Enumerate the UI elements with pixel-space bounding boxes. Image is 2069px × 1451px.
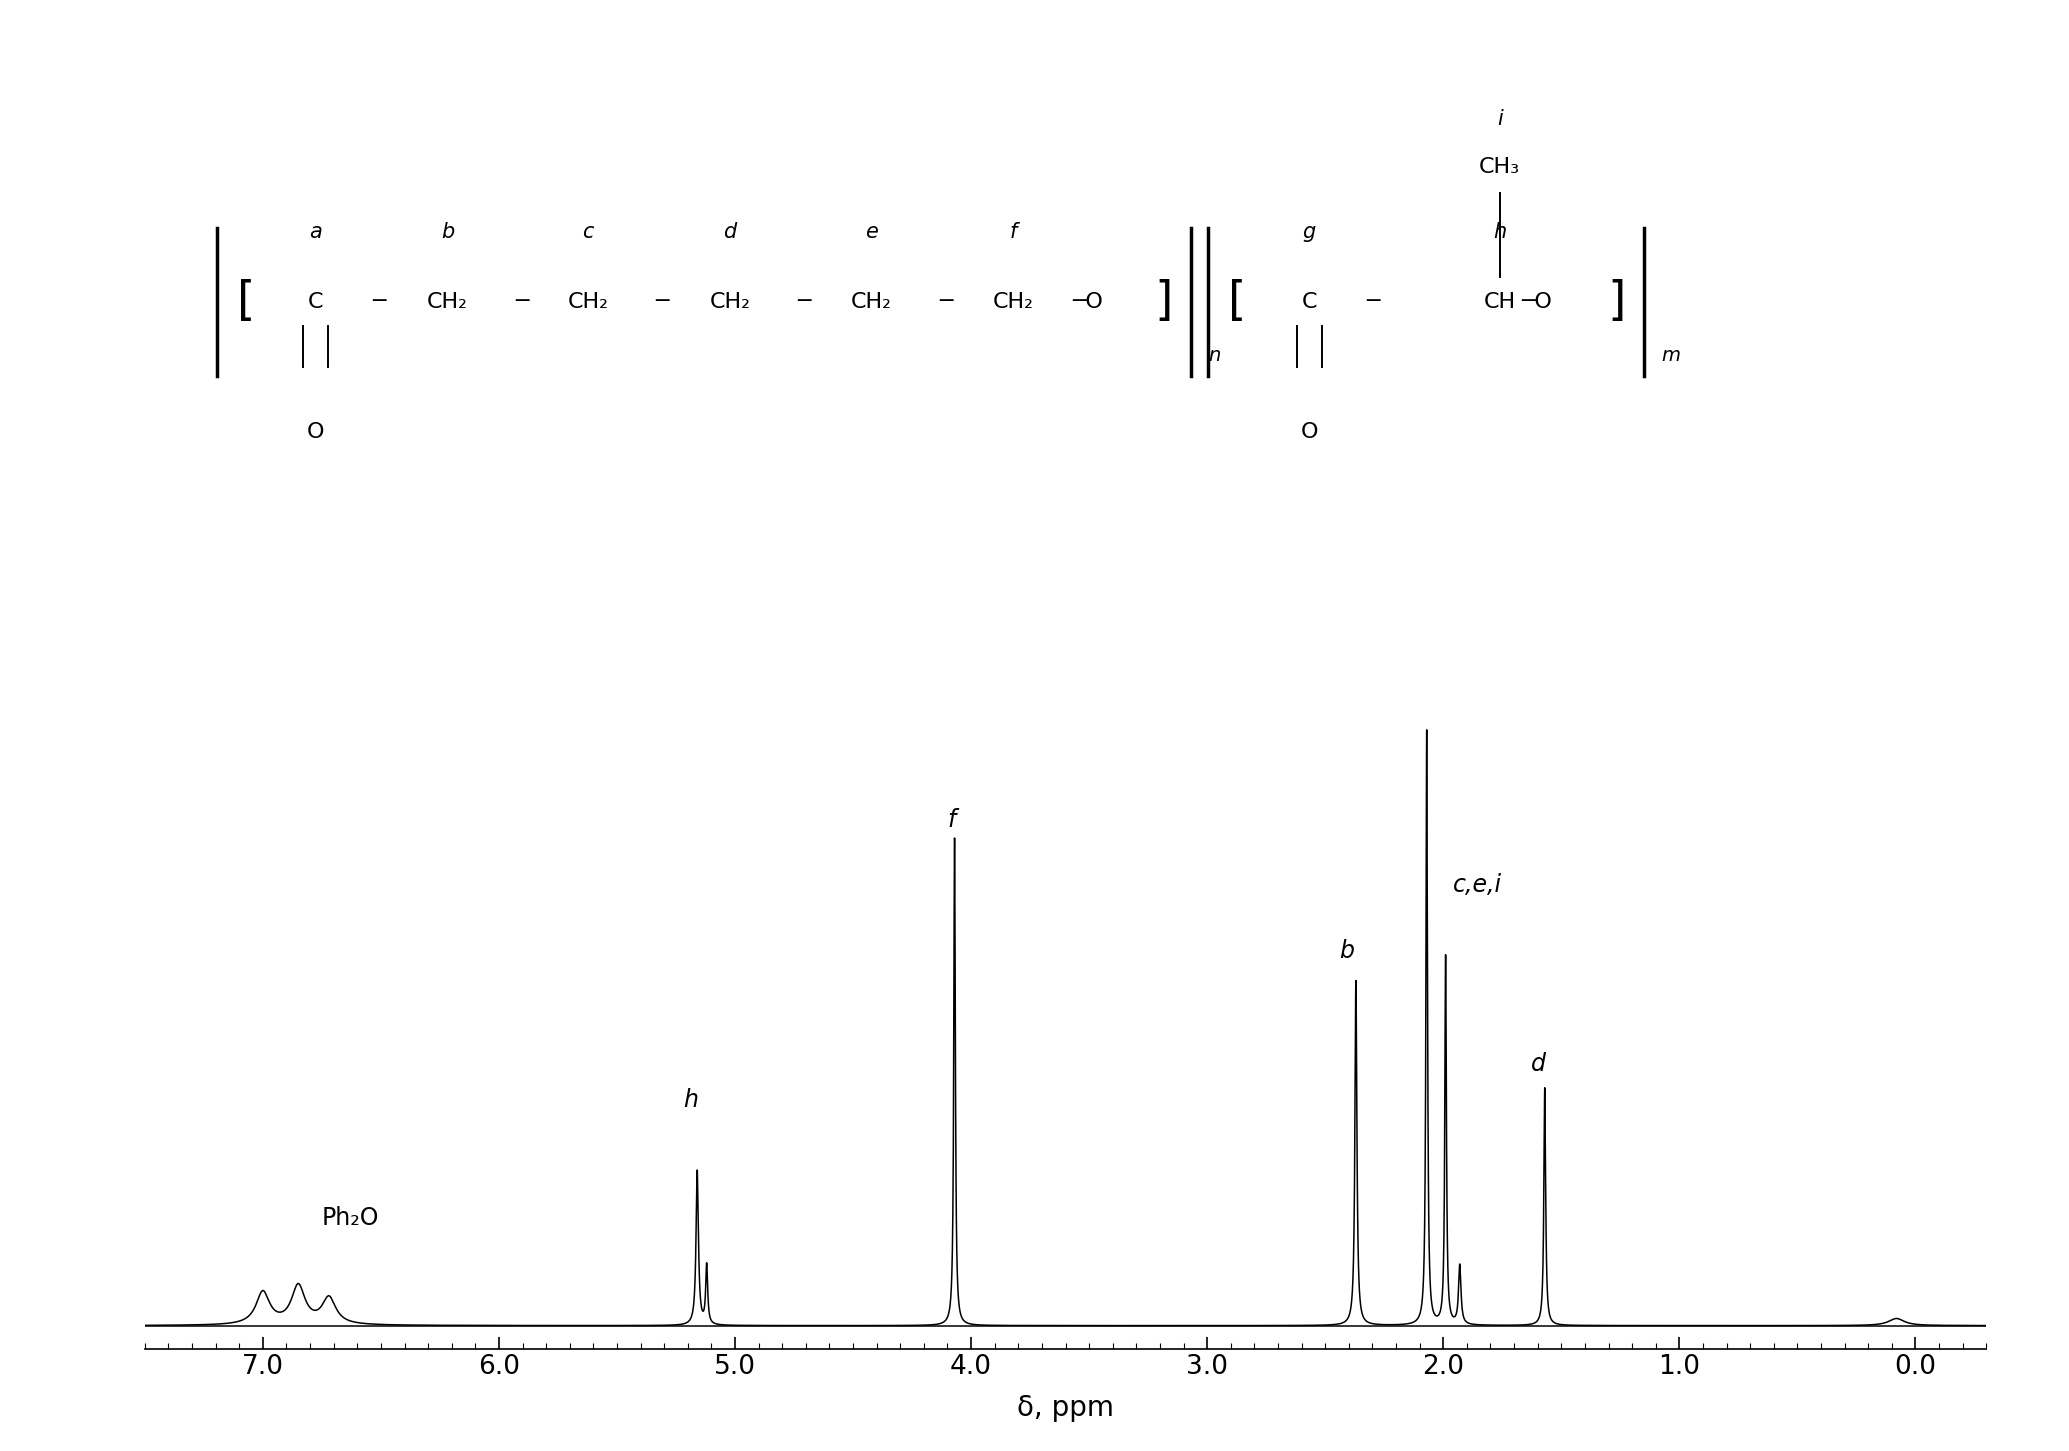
Text: CH₂: CH₂ xyxy=(567,292,608,312)
Text: CH₂: CH₂ xyxy=(426,292,468,312)
Text: f: f xyxy=(948,808,956,831)
Text: Ph₂O: Ph₂O xyxy=(323,1206,379,1230)
Text: CH₂: CH₂ xyxy=(710,292,751,312)
Text: d: d xyxy=(1531,1052,1546,1075)
Text: c: c xyxy=(583,222,594,242)
Text: ]: ] xyxy=(1155,279,1173,325)
Text: ─: ─ xyxy=(656,292,668,312)
Text: CH₃: CH₃ xyxy=(1479,157,1521,177)
Text: ]: ] xyxy=(1608,279,1626,325)
Text: ─: ─ xyxy=(797,292,811,312)
Text: c,e,i: c,e,i xyxy=(1452,874,1502,898)
Text: ─O: ─O xyxy=(1521,292,1552,312)
Text: m: m xyxy=(1661,347,1680,366)
Text: ─: ─ xyxy=(939,292,952,312)
Text: d: d xyxy=(724,222,737,242)
Text: i: i xyxy=(1496,109,1502,129)
Text: ─: ─ xyxy=(372,292,385,312)
Text: CH₂: CH₂ xyxy=(993,292,1034,312)
Text: h: h xyxy=(683,1088,697,1111)
Text: b: b xyxy=(1339,939,1355,963)
Text: ─: ─ xyxy=(1366,292,1380,312)
Text: C: C xyxy=(1301,292,1318,312)
X-axis label: δ, ppm: δ, ppm xyxy=(1018,1394,1113,1422)
Text: h: h xyxy=(1494,222,1506,242)
Text: b: b xyxy=(441,222,455,242)
Text: CH: CH xyxy=(1483,292,1517,312)
Text: n: n xyxy=(1208,347,1221,366)
Text: f: f xyxy=(1010,222,1018,242)
Text: ─: ─ xyxy=(515,292,528,312)
Text: e: e xyxy=(865,222,877,242)
Text: O: O xyxy=(1301,422,1318,443)
Text: C: C xyxy=(308,292,323,312)
Text: CH₂: CH₂ xyxy=(850,292,892,312)
Text: g: g xyxy=(1303,222,1316,242)
Text: [: [ xyxy=(238,279,257,325)
Text: a: a xyxy=(308,222,323,242)
Text: [: [ xyxy=(1229,279,1248,325)
Text: ─O: ─O xyxy=(1072,292,1103,312)
Text: O: O xyxy=(306,422,325,443)
